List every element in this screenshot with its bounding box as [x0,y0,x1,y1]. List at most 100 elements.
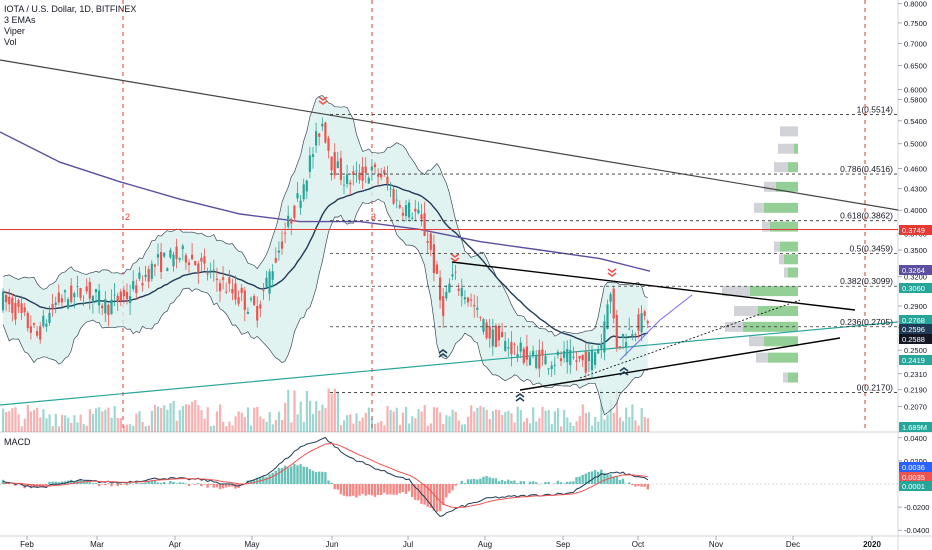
volume-bar [321,404,324,432]
volume-bar [70,422,73,432]
volume-bar [138,411,141,432]
volume-bar [277,411,281,432]
volume-bar [163,405,166,432]
macd-histogram-bar [414,484,417,500]
candle-body [153,264,156,267]
volume-bar [113,406,116,432]
candle-body [141,283,144,286]
volume-bar [302,421,305,432]
sell-signal-icon [450,253,460,262]
candle-body [572,356,575,358]
macd-histogram-bar [423,484,426,505]
candle-body [625,342,628,348]
candle-body [305,180,308,192]
macd-histogram-bar [194,484,197,485]
volume-bar [119,418,122,432]
candle-body [296,193,299,199]
volume-bar [445,415,448,432]
volume-bar [346,415,349,432]
candle-body [470,299,473,301]
fib-level-label: 0.5(0.3459) [850,244,894,254]
macd-histogram-bar [575,477,578,484]
macd-histogram-bar [1,479,5,484]
triangle-lower-line [519,337,841,391]
buy-signal-icon [619,367,629,376]
legend-indicator-emas[interactable]: 3 EMAs [4,15,36,25]
candle-body [274,257,277,263]
macd-histogram-bar [349,484,352,497]
price-tick-label: 0.2070 [904,402,927,411]
volume-bar [135,413,138,432]
volume-bar [262,418,265,432]
volume-bar [442,423,445,432]
macd-histogram-bar [603,473,606,484]
volume-bar [566,417,569,432]
candle-body [256,306,259,321]
macd-histogram-bar [60,481,64,484]
candle-body [460,287,463,297]
macd-tick-label: 0.0200 [904,457,927,466]
volume-bar [98,407,101,432]
volume-bar [575,421,578,432]
volume-bar [60,414,64,432]
volume-bar [116,418,119,432]
candle-body [547,368,550,370]
candle-body [330,156,333,171]
price-tag [899,422,932,432]
volume-bar [296,414,299,432]
macd-histogram-bar [590,471,594,484]
candle-body [63,290,67,293]
candle-body [184,255,187,263]
candle-body [606,304,609,329]
volume-bar [129,424,132,432]
macd-histogram-bar [172,481,175,484]
volume-bar [188,404,191,432]
volume-bar [88,409,91,432]
macd-histogram-bar [572,481,575,484]
volume-bar [572,425,575,432]
volume-bar [380,421,383,432]
legend-indicator-vol[interactable]: Vol [4,37,17,47]
candle-body [265,277,268,287]
volume-profile-bar [778,143,794,154]
candle-body [404,205,408,217]
legend-indicator-viper[interactable]: Viper [4,26,25,36]
macd-histogram-bar [597,471,600,484]
candle-body [435,264,439,274]
candle-body [259,304,262,309]
volume-bar [132,425,135,432]
candle-body [423,213,426,236]
macd-panel: 0.0400 0.0200 -0.0200 -0.0400 0.00360.00350.… [0,434,932,535]
candle-body [156,254,160,258]
volume-bar [333,388,336,432]
candle-body [600,343,603,349]
volume-profile-bar [784,267,788,278]
candle-body [101,305,104,309]
macd-histogram-bar [73,481,76,484]
macd-histogram-bar [308,469,312,484]
candlesticks [1,96,649,402]
volume-bar [274,419,277,432]
volume-bar [293,390,296,432]
volume-profile-bar [783,372,788,383]
volume-profile-bar [762,221,770,232]
macd-histogram-bar [252,479,256,484]
candle-body [17,300,20,307]
volume-bar [370,418,374,432]
macd-histogram-bar [138,483,141,484]
candle-body [178,258,181,260]
volume-bar [107,407,110,432]
volume-bar [181,406,184,432]
candle-body [383,170,386,174]
volume-bar [327,388,330,432]
candle-body [398,205,401,208]
macd-histogram-bar [634,484,637,487]
macd-histogram-bar [531,481,535,484]
volume-bar [525,418,529,432]
macd-tick-label: -0.0400 [904,526,929,535]
volume-bar [494,409,498,432]
candle-body [466,297,470,303]
macd-histogram-bar [265,476,268,484]
volume-bar [498,410,501,432]
